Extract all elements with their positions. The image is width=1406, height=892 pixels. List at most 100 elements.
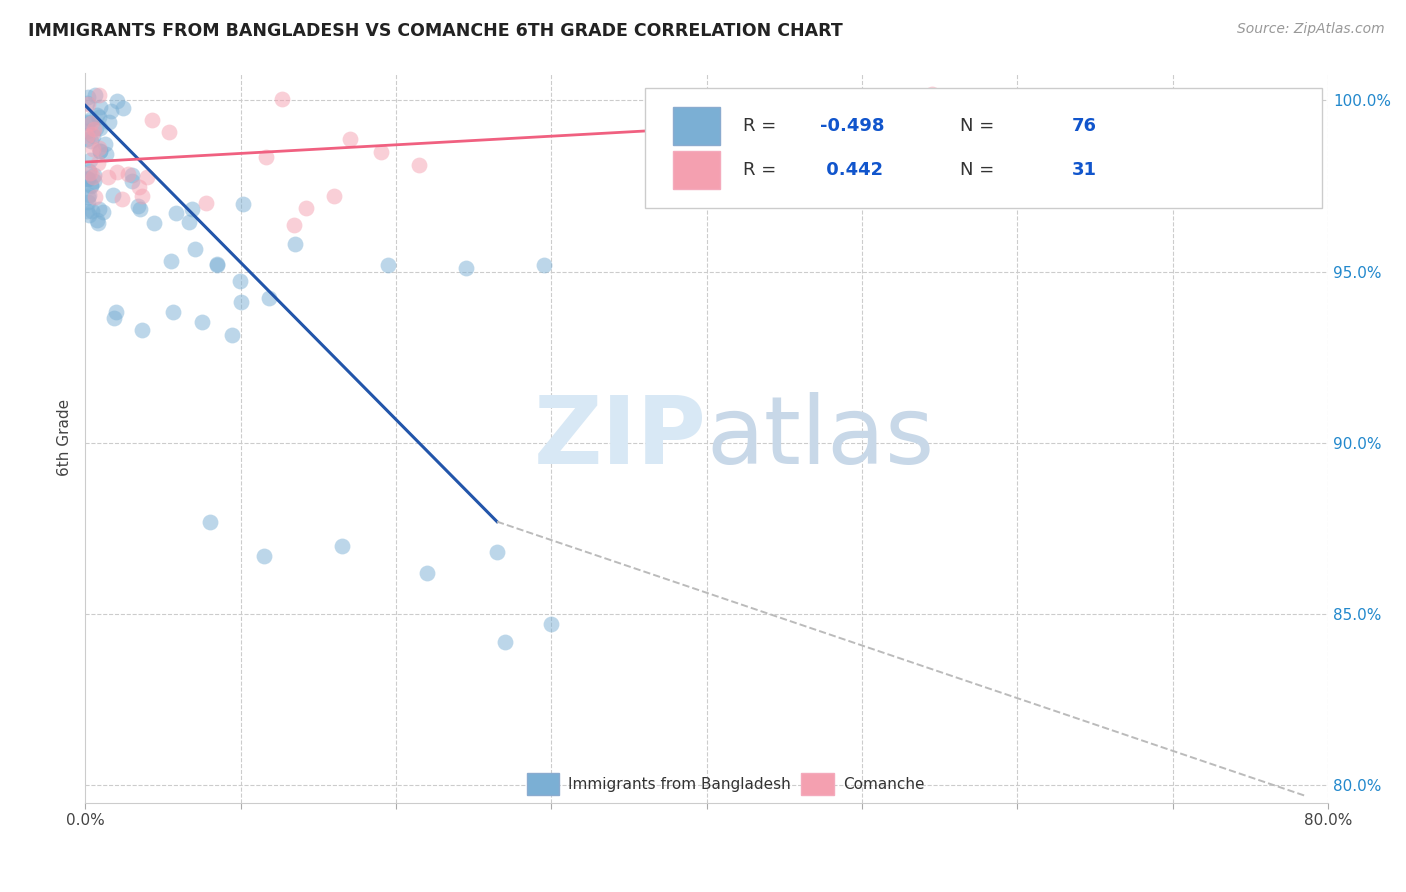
Text: 31: 31 xyxy=(1073,161,1097,179)
Point xyxy=(486,545,509,559)
Point xyxy=(323,189,346,203)
Point xyxy=(180,202,202,216)
Point xyxy=(111,101,134,115)
Point xyxy=(83,174,105,188)
Point xyxy=(97,169,120,184)
FancyBboxPatch shape xyxy=(801,773,834,796)
Point xyxy=(339,132,361,146)
Point xyxy=(128,202,150,216)
Point xyxy=(82,143,104,157)
Point xyxy=(77,208,100,222)
Point xyxy=(229,295,252,310)
Point xyxy=(79,153,101,168)
Point xyxy=(205,257,228,271)
Point xyxy=(141,112,163,127)
Point xyxy=(540,617,562,632)
Point xyxy=(259,291,281,305)
Point xyxy=(77,190,100,204)
Point xyxy=(89,120,111,135)
Point xyxy=(76,132,98,146)
Point xyxy=(98,115,121,129)
Point xyxy=(284,237,307,252)
Point xyxy=(533,258,555,272)
Point xyxy=(77,188,100,202)
Point xyxy=(330,539,353,553)
Text: R =: R = xyxy=(742,161,782,179)
Point xyxy=(105,165,128,179)
Point xyxy=(89,202,111,217)
Point xyxy=(76,171,98,186)
Point xyxy=(94,147,117,161)
Text: Immigrants from Bangladesh: Immigrants from Bangladesh xyxy=(568,777,790,792)
Text: IMMIGRANTS FROM BANGLADESH VS COMANCHE 6TH GRADE CORRELATION CHART: IMMIGRANTS FROM BANGLADESH VS COMANCHE 6… xyxy=(28,22,842,40)
Point xyxy=(87,141,110,155)
Point xyxy=(87,216,110,230)
Point xyxy=(80,134,103,148)
Point xyxy=(370,145,392,159)
Point xyxy=(103,311,125,326)
Point xyxy=(270,92,292,106)
Text: ZIP: ZIP xyxy=(534,392,707,483)
Point xyxy=(83,168,105,182)
Point xyxy=(207,258,229,272)
Text: R =: R = xyxy=(742,117,782,136)
Point xyxy=(82,203,104,218)
Point xyxy=(77,172,100,186)
Point xyxy=(87,156,110,170)
FancyBboxPatch shape xyxy=(644,87,1322,208)
Point xyxy=(76,124,98,138)
Point xyxy=(82,129,104,144)
Point xyxy=(76,96,98,111)
Point xyxy=(921,87,943,101)
Point xyxy=(131,323,153,337)
Point xyxy=(76,195,98,210)
Point xyxy=(79,165,101,179)
Point xyxy=(80,178,103,193)
Point xyxy=(408,158,430,172)
Point xyxy=(229,274,252,288)
Text: atlas: atlas xyxy=(707,392,935,483)
Point xyxy=(254,150,277,164)
Point xyxy=(157,125,180,139)
Point xyxy=(253,549,276,563)
FancyBboxPatch shape xyxy=(673,107,720,145)
Text: N =: N = xyxy=(960,161,1000,179)
Point xyxy=(416,566,439,580)
Point xyxy=(117,167,139,181)
Point xyxy=(105,304,128,318)
Point xyxy=(93,137,115,152)
Point xyxy=(127,198,149,212)
Point xyxy=(84,190,107,204)
Point xyxy=(86,212,108,227)
Y-axis label: 6th Grade: 6th Grade xyxy=(58,400,72,476)
Text: 76: 76 xyxy=(1073,117,1097,136)
Point xyxy=(77,164,100,178)
Point xyxy=(83,122,105,136)
Point xyxy=(232,196,254,211)
Point xyxy=(162,305,184,319)
FancyBboxPatch shape xyxy=(527,773,558,796)
Point xyxy=(76,115,98,129)
Point xyxy=(494,634,516,648)
Point xyxy=(89,110,111,124)
Point xyxy=(91,205,114,219)
Point xyxy=(89,145,111,159)
Point xyxy=(77,115,100,129)
FancyBboxPatch shape xyxy=(673,151,720,189)
Point xyxy=(177,215,200,229)
Text: Comanche: Comanche xyxy=(844,777,925,792)
Text: 0.442: 0.442 xyxy=(820,161,883,179)
Point xyxy=(76,203,98,218)
Point xyxy=(86,108,108,122)
Point xyxy=(89,144,111,158)
Point xyxy=(121,168,143,182)
Point xyxy=(454,261,477,276)
Point xyxy=(80,178,103,192)
Point xyxy=(195,196,218,211)
Point xyxy=(377,258,399,272)
Point xyxy=(80,127,103,141)
Point xyxy=(165,205,187,219)
Point xyxy=(128,180,150,194)
Point xyxy=(191,315,214,329)
Point xyxy=(143,215,166,229)
